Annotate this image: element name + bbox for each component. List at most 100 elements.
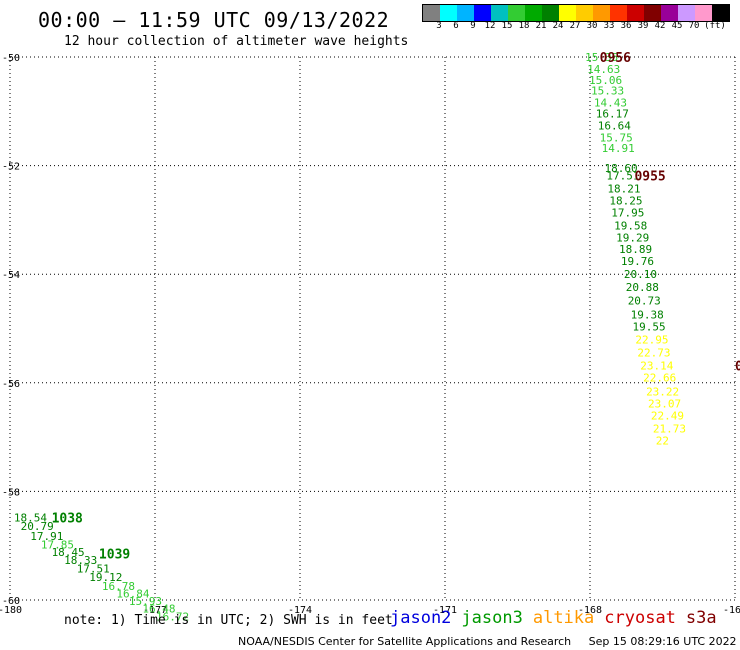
scale-label: 36 [620,21,632,31]
swh-value-label: 16.64 [598,119,631,132]
altimeter-tracks: 15.3514.6315.0615.3314.4316.1716.6415.75… [14,51,686,623]
scale-swatch [542,5,559,21]
swh-value-label: 19.76 [621,255,654,268]
scale-swatch [525,5,542,21]
scale-label: 12 [484,21,496,31]
swh-value-label: 16.48 [142,603,175,616]
swh-value-label: 20.73 [628,294,661,307]
swh-value-label: 16.78 [102,580,135,593]
pass-time-label: 1038 [52,511,83,526]
scale-label: 33 [603,21,615,31]
swh-value-label: 17.95 [611,206,644,219]
scale-label: 15 [501,21,513,31]
scale-swatch [576,5,593,21]
swh-value-label: 17.91 [30,530,63,543]
swh-value-label: 22.95 [635,333,668,346]
swh-value-label: 20.10 [624,268,657,281]
swh-value-label: 16.84 [116,587,149,600]
swh-value-label: 19.29 [616,231,649,244]
pass-time-label: 09 [735,359,740,374]
scale-label: 70 [688,21,700,31]
scale-label: 6 [453,21,459,31]
scale-swatch [695,5,712,21]
y-tick-label: -54 [2,270,20,281]
footer-credit: NOAA/NESDIS Center for Satellite Applica… [238,635,572,648]
swh-value-label: 20.88 [626,281,659,294]
y-tick-label: -60 [2,596,20,607]
x-tick-label: -177 [143,605,167,616]
satellite-jason3: jason3 [461,608,523,628]
scale-swatch [678,5,695,21]
scale-swatch [440,5,457,21]
swh-value-label: 18.25 [609,194,642,207]
y-tick-label: -56 [2,379,20,390]
y-tick-label: -52 [2,162,20,173]
scale-label: 18 [518,21,530,31]
swh-value-label: 14.91 [602,142,635,155]
swh-value-label: 15.35 [585,51,618,64]
scale-label: 30 [586,21,598,31]
swh-value-label: 22 [656,434,669,447]
swh-value-label: 17.51 [77,563,110,576]
scale-swatch [627,5,644,21]
swh-value-label: 20.79 [21,520,54,533]
swh-value-label: 15.75 [600,131,633,144]
scale-swatch [423,5,440,21]
scale-label: 39 [637,21,649,31]
scale-swatch [491,5,508,21]
swh-value-label: 17.51 [606,169,639,182]
scale-label: 21 [535,21,547,31]
map-grid [9,56,736,601]
x-tick-label: -174 [288,605,312,616]
pass-time-label: 0956 [600,51,631,66]
swh-value-label: 18.89 [619,243,652,256]
scale-swatch [712,5,729,21]
pass-time-label: 0955 [634,169,665,184]
swh-value-label: 15.93 [129,595,162,608]
units-note: note: 1) Time is in UTC; 2) SWH is in fe… [64,613,393,628]
page-title: 00:00 – 11:59 UTC 09/13/2022 [38,8,390,32]
footer: NOAA/NESDIS Center for Satellite Applica… [238,635,737,648]
scale-label: 42 [654,21,666,31]
x-tick-label: -165 [723,605,740,616]
scale-label: 9 [470,21,476,31]
swh-value-label: 18.60 [605,162,638,175]
swh-value-label: 18.21 [607,182,640,195]
scale-swatch [474,5,491,21]
scale-label: 27 [569,21,581,31]
swh-value-label: 17.85 [41,539,74,552]
scale-label: 24 [552,21,564,31]
scale-label: 45 [671,21,683,31]
swh-value-label: 23.22 [646,385,679,398]
satellite-s3a: s3a [685,608,717,628]
axis-tick-labels: -180 -177 -174 -171 -168 -165 -50 -52 -54 -56 -58 -… [0,53,740,616]
y-tick-label: -50 [2,53,20,64]
swh-value-label: 22.73 [637,346,670,359]
scale-swatch [661,5,678,21]
y-tick-label: -58 [2,487,20,498]
swh-value-label: 22.66 [643,371,676,384]
satellite-jason2: jason2 [390,608,452,628]
satellite-cryosat: cryosat [604,608,676,628]
swh-value-label: 14.43 [594,97,627,110]
swh-value-label: 15.06 [589,74,622,87]
x-tick-label: -171 [433,605,457,616]
swh-value-label: 15.33 [591,85,624,98]
swh-value-label: 18.45 [52,546,85,559]
scale-swatch [610,5,627,21]
satellite-legend: jason2 jason3 altika cryosat s3a [390,608,727,628]
swh-value-label: 22.49 [651,409,684,422]
swh-value-label: 19.55 [633,320,666,333]
swh-value-label: 19.58 [614,219,647,232]
swh-value-label: 14.63 [587,63,620,76]
swh-value-label: 19.12 [89,571,122,584]
swh-value-label: 18.54 [14,511,47,524]
swh-value-label: 16.72 [156,610,189,623]
swh-value-label: 19.38 [631,308,664,321]
scale-swatch [559,5,576,21]
color-scale-labels: 3 6 9 12 15 18 21 24 27 30 33 36 39 42 45 70 (ft) [422,21,740,33]
scale-swatch [457,5,474,21]
scale-swatch [593,5,610,21]
swh-value-label: 23.07 [648,397,681,410]
